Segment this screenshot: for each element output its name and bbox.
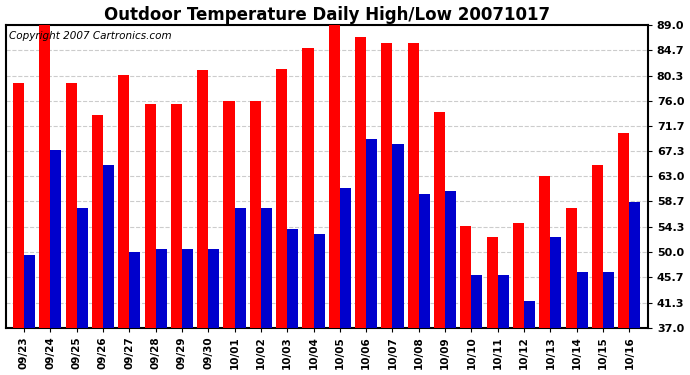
Bar — [118, 75, 129, 327]
Bar — [419, 194, 430, 327]
Bar — [340, 188, 351, 327]
Bar — [144, 104, 155, 327]
Bar — [129, 252, 140, 327]
Bar — [13, 83, 24, 327]
Bar — [592, 165, 603, 327]
Bar — [302, 48, 313, 327]
Title: Outdoor Temperature Daily High/Low 20071017: Outdoor Temperature Daily High/Low 20071… — [104, 6, 550, 24]
Bar — [460, 226, 471, 327]
Bar — [155, 249, 167, 327]
Bar — [366, 138, 377, 327]
Bar — [551, 237, 562, 327]
Bar — [603, 272, 614, 327]
Bar — [261, 209, 272, 327]
Bar — [77, 209, 88, 327]
Bar — [197, 70, 208, 327]
Bar — [566, 209, 577, 327]
Bar — [313, 234, 324, 327]
Bar — [577, 272, 588, 327]
Bar — [171, 104, 182, 327]
Bar — [408, 42, 419, 327]
Text: Copyright 2007 Cartronics.com: Copyright 2007 Cartronics.com — [9, 31, 171, 41]
Bar — [445, 191, 456, 327]
Bar — [50, 150, 61, 327]
Bar — [629, 202, 640, 327]
Bar — [524, 302, 535, 327]
Bar — [208, 249, 219, 327]
Bar — [513, 223, 524, 327]
Bar — [182, 249, 193, 327]
Bar — [540, 176, 551, 327]
Bar — [224, 101, 235, 327]
Bar — [434, 112, 445, 327]
Bar — [287, 229, 298, 327]
Bar — [24, 255, 35, 327]
Bar — [382, 42, 393, 327]
Bar — [276, 69, 287, 327]
Bar — [471, 275, 482, 327]
Bar — [92, 115, 103, 327]
Bar — [328, 22, 340, 327]
Bar — [66, 83, 77, 327]
Bar — [618, 133, 629, 327]
Bar — [486, 237, 497, 327]
Bar — [393, 144, 404, 327]
Bar — [235, 209, 246, 327]
Bar — [39, 25, 50, 327]
Bar — [355, 37, 366, 327]
Bar — [250, 101, 261, 327]
Bar — [103, 165, 114, 327]
Bar — [497, 275, 509, 327]
